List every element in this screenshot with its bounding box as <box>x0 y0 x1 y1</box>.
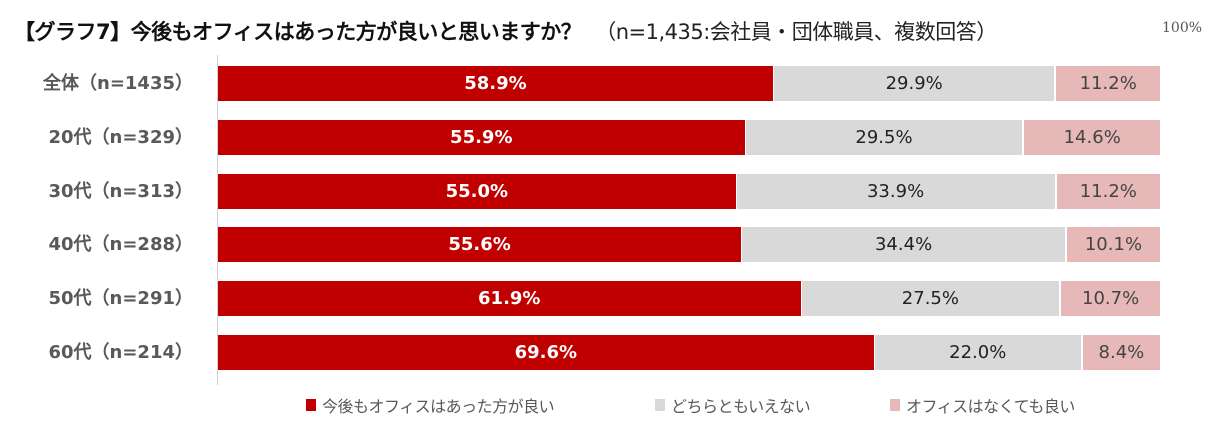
bar-segment-neutral: 22.0% <box>873 335 1081 370</box>
legend-item-keep-office: 今後もオフィスはあった方が良い <box>306 393 555 417</box>
legend-swatch-pink <box>890 399 900 411</box>
bar-row: 60代（n=214） 69.6% 22.0% 8.4% <box>0 335 1221 370</box>
chart-title: 【グラフ7】今後もオフィスはあった方が良いと思いますか？ （n=1,435:会社… <box>14 16 997 46</box>
legend-label: オフィスはなくても良い <box>906 397 1075 416</box>
bar-segment-no-office: 8.4% <box>1080 335 1160 370</box>
legend-item-no-office: オフィスはなくても良い <box>890 393 1075 417</box>
legend: 今後もオフィスはあった方が良い どちらともいえない オフィスはなくても良い <box>0 393 1221 417</box>
stacked-bar: 69.6% 22.0% 8.4% <box>218 335 1160 370</box>
bar-segment-keep-office: 69.6% <box>218 335 874 370</box>
bar-segment-keep-office: 55.0% <box>218 174 736 209</box>
bar-segment-no-office: 14.6% <box>1022 120 1160 155</box>
bar-segment-keep-office: 55.9% <box>218 120 745 155</box>
chart-title-main: 【グラフ7】今後もオフィスはあった方が良いと思いますか？ <box>14 20 582 44</box>
category-label: 全体（n=1435） <box>43 73 193 94</box>
axis-max-label: 100% <box>1162 20 1203 36</box>
stacked-bar: 61.9% 27.5% 10.7% <box>218 281 1160 316</box>
legend-swatch-red <box>306 399 316 411</box>
chart-title-subtitle: （n=1,435:会社員・団体職員、複数回答） <box>595 20 997 44</box>
stacked-bar: 55.9% 29.5% 14.6% <box>218 120 1160 155</box>
bar-segment-keep-office: 58.9% <box>218 66 773 101</box>
bar-segment-neutral: 34.4% <box>741 227 1065 262</box>
bar-row: 20代（n=329） 55.9% 29.5% 14.6% <box>0 120 1221 155</box>
bar-row: 30代（n=313） 55.0% 33.9% 11.2% <box>0 174 1221 209</box>
bar-segment-neutral: 33.9% <box>735 174 1055 209</box>
legend-swatch-gray <box>655 399 665 411</box>
category-label: 60代（n=214） <box>48 342 193 363</box>
category-label: 30代（n=313） <box>48 181 193 202</box>
legend-label: 今後もオフィスはあった方が良い <box>322 397 555 416</box>
bar-segment-keep-office: 55.6% <box>218 227 742 262</box>
bar-segment-no-office: 10.7% <box>1059 281 1160 316</box>
bar-row: 50代（n=291） 61.9% 27.5% 10.7% <box>0 281 1221 316</box>
category-label: 40代（n=288） <box>48 234 193 255</box>
bar-segment-no-office: 10.1% <box>1064 227 1160 262</box>
bar-segment-neutral: 29.9% <box>772 66 1055 101</box>
bar-row: 全体（n=1435） 58.9% 29.9% 11.2% <box>0 66 1221 101</box>
bar-segment-neutral: 27.5% <box>800 281 1060 316</box>
bar-segment-no-office: 11.2% <box>1054 174 1160 209</box>
category-label: 50代（n=291） <box>48 288 193 309</box>
bar-row: 40代（n=288） 55.6% 34.4% 10.1% <box>0 227 1221 262</box>
category-axis-line <box>217 55 218 385</box>
legend-item-neutral: どちらともいえない <box>655 393 811 417</box>
category-label: 20代（n=329） <box>48 127 193 148</box>
bar-segment-no-office: 11.2% <box>1054 66 1160 101</box>
stacked-bar: 55.6% 34.4% 10.1% <box>218 227 1160 262</box>
legend-label: どちらともいえない <box>671 397 811 416</box>
bar-segment-keep-office: 61.9% <box>218 281 801 316</box>
stacked-bar: 55.0% 33.9% 11.2% <box>218 174 1160 209</box>
stacked-bar: 58.9% 29.9% 11.2% <box>218 66 1160 101</box>
bar-segment-neutral: 29.5% <box>744 120 1023 155</box>
